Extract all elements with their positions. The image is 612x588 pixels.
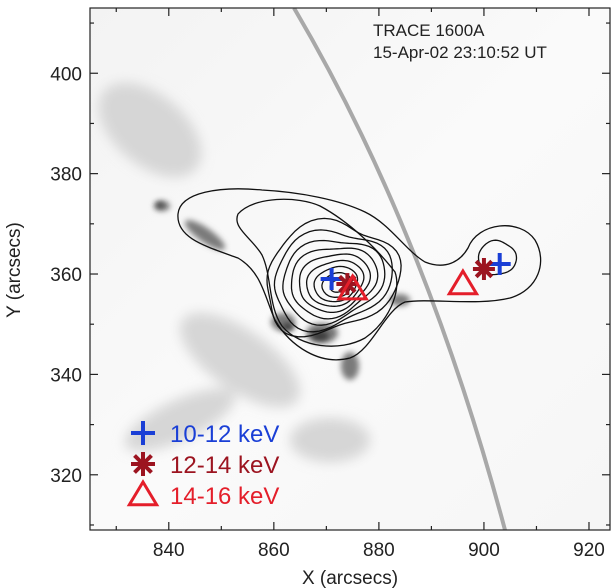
plot-frame [89,7,611,531]
x-tick-labels: 840 860 880 900 920 [153,540,605,561]
triangle-point [446,268,480,296]
contour-level [266,217,402,338]
x-tick-label: 860 [258,540,290,561]
asterisk-marker-arm [474,259,494,279]
plus-point [320,268,343,291]
y-tick-label: 400 [50,64,82,85]
asterisk-marker-arm [133,454,153,474]
y-axis-label: Y (arcsecs) [4,222,25,318]
contour-level-2 [236,198,398,347]
legend-symbol [131,452,155,476]
plus-point [488,252,511,275]
x-tick-label: 840 [153,540,185,561]
contour-level [282,239,386,326]
y-tick-label: 340 [50,365,82,386]
triangle-marker-shape [336,273,369,301]
y-tick-labels: 320 340 360 380 400 [50,64,82,487]
y-tick-label: 360 [50,265,82,286]
contour-level [290,247,379,320]
instrument-label: TRACE 1600A [373,21,485,40]
trace-image [90,8,610,530]
solar-limb [292,8,507,530]
triangle-marker-shape [446,268,480,296]
ticks [90,8,610,530]
contour-level [313,265,359,303]
legend-label: 10-12 keV [170,421,279,448]
legend-symbol [126,479,160,507]
legend-symbol [131,421,155,445]
triangle-point [336,273,369,301]
triangle-marker-shape [126,479,160,507]
legend-label: 12-14 keV [170,452,279,479]
x-tick-label: 900 [468,540,500,561]
y-tick-label: 380 [50,165,82,186]
contour-level [305,259,365,307]
x-axis-label: X (arcsecs) [302,568,398,588]
x-tick-label: 920 [573,540,605,561]
timestamp-label: 15-Apr-02 23:10:52 UT [373,43,547,62]
contour-level [273,229,393,333]
legend-label: 14-16 keV [170,483,279,510]
asterisk-point [472,258,495,280]
markers [320,252,511,301]
contours [177,188,542,361]
x-tick-label: 880 [363,540,395,561]
contour-secondary [477,239,518,276]
y-tick-label: 320 [50,466,82,487]
legend: 10-12 keV 12-14 keV 14-16 keV [126,421,279,510]
